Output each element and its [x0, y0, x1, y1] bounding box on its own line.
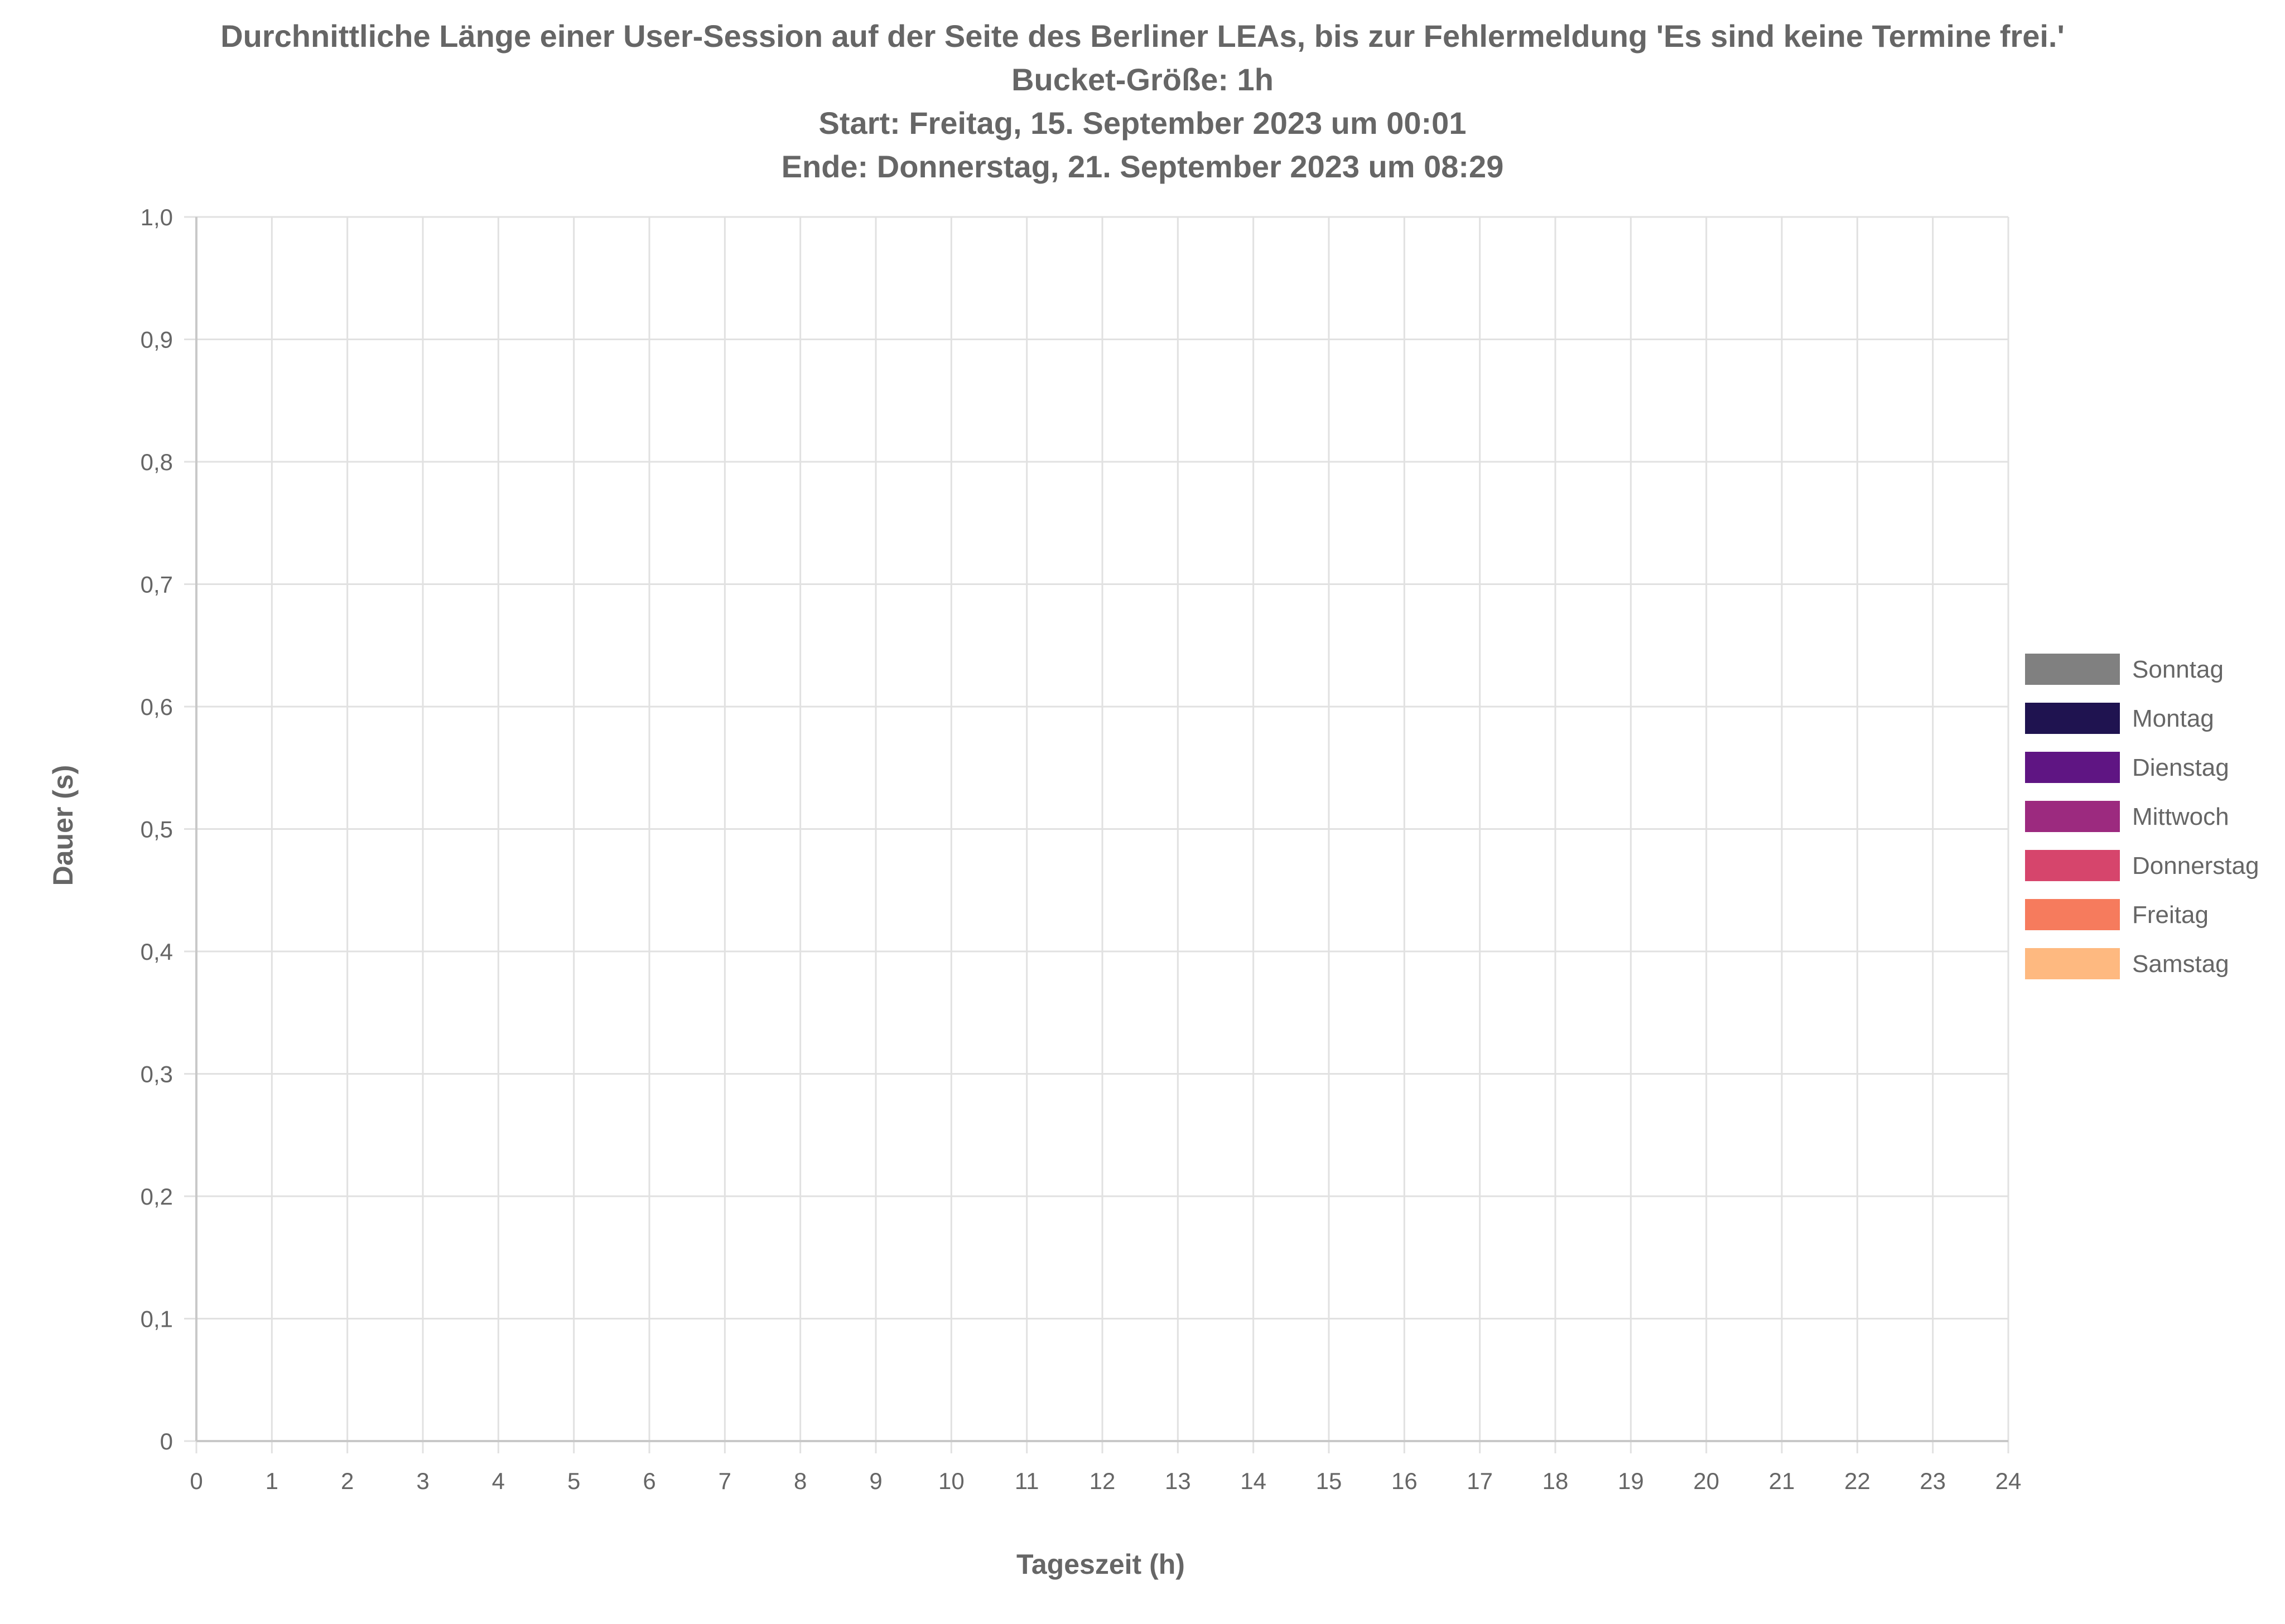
x-tick-label: 1	[266, 1468, 278, 1494]
y-tick-label: 0,9	[141, 327, 173, 353]
chart-title-line-3: Start: Freitag, 15. September 2023 um 00…	[819, 105, 1467, 141]
x-tick-label: 9	[869, 1468, 882, 1494]
x-tick-label: 2	[341, 1468, 354, 1494]
y-tick-label: 0	[160, 1428, 173, 1454]
x-tick-label: 23	[1920, 1468, 1946, 1494]
x-tick-label: 24	[1995, 1468, 2022, 1494]
legend-swatch-freitag	[2025, 899, 2120, 930]
legend-label-donnerstag: Donnerstag	[2132, 852, 2259, 879]
chart-title: Durchnittliche Länge einer User-Session …	[220, 18, 2065, 184]
x-tick-label: 4	[492, 1468, 505, 1494]
y-tick-label: 0,3	[141, 1061, 173, 1088]
x-tick-label: 0	[190, 1468, 203, 1494]
x-tick-label: 8	[794, 1468, 807, 1494]
y-tick-label: 0,6	[141, 694, 173, 720]
legend: Sonntag Montag Dienstag Mittwoch Donnerstag F…	[2025, 654, 2259, 979]
x-tick-label: 22	[1844, 1468, 1871, 1494]
x-tick-label: 10	[938, 1468, 965, 1494]
legend-swatch-mittwoch	[2025, 801, 2120, 832]
x-tick-label: 7	[719, 1468, 731, 1494]
x-tick-label: 12	[1090, 1468, 1116, 1494]
legend-label-freitag: Freitag	[2132, 901, 2209, 929]
x-axis-ticks: 0 1 2 3 4 5 6 7 8 9 10 11 12 13 14 15 16 17 18 19 20 21 22 23 24	[190, 1468, 2021, 1494]
x-tick-label: 16	[1391, 1468, 1418, 1494]
plot-grid	[184, 216, 2009, 1453]
y-tick-label: 0,1	[141, 1306, 173, 1332]
y-tick-label: 0,5	[141, 816, 173, 843]
x-axis-title: Tageszeit (h)	[1016, 1549, 1185, 1580]
y-tick-label: 1,0	[141, 204, 173, 230]
x-tick-label: 20	[1693, 1468, 1719, 1494]
legend-swatch-samstag	[2025, 948, 2120, 979]
y-tick-label: 0,8	[141, 449, 173, 475]
y-tick-label: 0,2	[141, 1183, 173, 1210]
x-tick-label: 14	[1240, 1468, 1266, 1494]
y-tick-label: 0,4	[141, 939, 173, 965]
x-tick-label: 11	[1015, 1468, 1039, 1494]
y-tick-label: 0,7	[141, 572, 173, 598]
x-tick-label: 13	[1165, 1468, 1191, 1494]
legend-label-montag: Montag	[2132, 705, 2214, 732]
x-tick-label: 15	[1316, 1468, 1342, 1494]
x-tick-label: 18	[1542, 1468, 1569, 1494]
legend-swatch-dienstag	[2025, 752, 2120, 783]
x-tick-label: 21	[1769, 1468, 1795, 1494]
legend-label-dienstag: Dienstag	[2132, 754, 2229, 781]
y-axis-ticks: 0 0,1 0,2 0,3 0,4 0,5 0,6 0,7 0,8 0,9 1,0	[141, 204, 173, 1454]
legend-label-mittwoch: Mittwoch	[2132, 803, 2229, 830]
x-tick-label: 5	[567, 1468, 580, 1494]
legend-swatch-sonntag	[2025, 654, 2120, 685]
x-tick-label: 6	[643, 1468, 655, 1494]
legend-swatch-donnerstag	[2025, 850, 2120, 881]
x-tick-label: 3	[416, 1468, 429, 1494]
plot-axes	[195, 217, 2008, 1442]
legend-swatch-montag	[2025, 703, 2120, 734]
legend-label-sonntag: Sonntag	[2132, 656, 2224, 683]
y-axis-title: Dauer (s)	[47, 765, 79, 886]
x-tick-label: 17	[1467, 1468, 1493, 1494]
chart-title-line-2: Bucket-Größe: 1h	[1011, 62, 1274, 97]
chart-title-line-4: Ende: Donnerstag, 21. September 2023 um …	[782, 149, 1504, 184]
chart-title-line-1: Durchnittliche Länge einer User-Session …	[220, 18, 2065, 54]
legend-label-samstag: Samstag	[2132, 950, 2229, 978]
x-tick-label: 19	[1618, 1468, 1644, 1494]
